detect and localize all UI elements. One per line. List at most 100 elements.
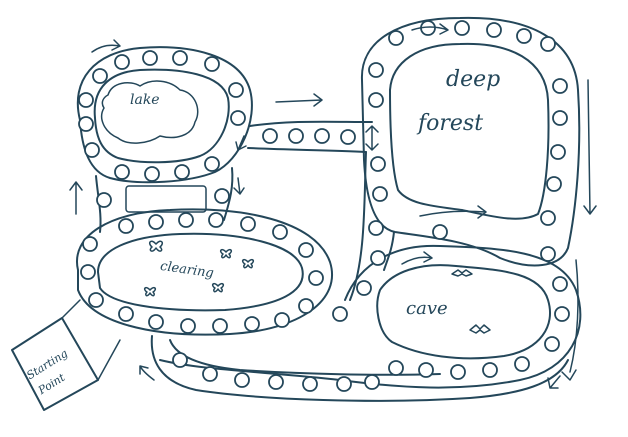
top-bridge-lower (247, 147, 367, 153)
board-space[interactable] (244, 316, 260, 332)
board-space[interactable] (118, 306, 134, 322)
board-space[interactable] (552, 276, 568, 292)
board-space[interactable] (314, 128, 330, 144)
butterfly-icon (149, 240, 163, 252)
board-space[interactable] (172, 50, 188, 66)
board-space[interactable] (546, 176, 562, 192)
board-space[interactable] (540, 36, 556, 52)
board-spaces (78, 20, 570, 392)
board-space[interactable] (388, 30, 404, 46)
board-space[interactable] (298, 298, 314, 314)
board-space[interactable] (544, 336, 560, 352)
board-space[interactable] (172, 352, 188, 368)
board-space[interactable] (240, 216, 256, 232)
board-space[interactable] (96, 192, 112, 208)
board-space[interactable] (268, 374, 284, 390)
board-space[interactable] (208, 212, 224, 228)
board-space[interactable] (514, 356, 530, 372)
board-space[interactable] (368, 92, 384, 108)
board-space[interactable] (550, 144, 566, 160)
bridge-box (125, 185, 207, 213)
board-space[interactable] (540, 210, 556, 226)
board-space[interactable] (178, 212, 194, 228)
board-space[interactable] (368, 62, 384, 78)
deep-label: deep (446, 67, 500, 92)
board-space[interactable] (486, 22, 502, 38)
board-space[interactable] (418, 362, 434, 378)
board-space[interactable] (78, 116, 94, 132)
forest-loop-inner (389, 42, 550, 220)
board-space[interactable] (554, 306, 570, 322)
butterfly-icon (241, 258, 255, 269)
board-space[interactable] (450, 364, 466, 380)
direction-arrow-icon (69, 181, 83, 215)
bat-icon (451, 269, 473, 277)
clearing-label: clearing (159, 259, 215, 281)
board-space[interactable] (364, 374, 380, 390)
board-space[interactable] (368, 220, 384, 236)
board-space[interactable] (234, 372, 250, 388)
board-space[interactable] (114, 54, 130, 70)
middle-connector-right (383, 231, 395, 271)
board-space[interactable] (454, 20, 470, 36)
middle-connector-left (349, 151, 367, 301)
board-space[interactable] (78, 92, 94, 108)
board-space[interactable] (288, 128, 304, 144)
board-space[interactable] (298, 242, 314, 258)
board-space[interactable] (372, 186, 388, 202)
forest-label: forest (416, 111, 483, 136)
direction-arrow-icon (365, 125, 379, 151)
board-space[interactable] (540, 246, 556, 262)
board-space[interactable] (552, 78, 568, 94)
board-space[interactable] (214, 188, 230, 204)
board-space[interactable] (202, 366, 218, 382)
board-space[interactable] (204, 156, 220, 172)
board-space[interactable] (212, 318, 228, 334)
board-space[interactable] (370, 156, 386, 172)
board-space[interactable] (272, 224, 288, 240)
board-space[interactable] (388, 360, 404, 376)
board-space[interactable] (118, 218, 134, 234)
board-space[interactable] (148, 314, 164, 330)
bat-icon (469, 324, 491, 334)
board-space[interactable] (148, 214, 164, 230)
board-space[interactable] (92, 68, 108, 84)
board-space[interactable] (174, 164, 190, 180)
board-space[interactable] (262, 128, 278, 144)
board-space[interactable] (228, 82, 244, 98)
board-space[interactable] (516, 28, 532, 44)
bottom-track-outer (150, 335, 569, 402)
board-space[interactable] (144, 166, 160, 182)
clearing-loop-inner (97, 232, 304, 312)
board-space[interactable] (432, 224, 448, 240)
clearing-loop-outer (75, 208, 333, 336)
board-space[interactable] (356, 280, 372, 296)
board-space[interactable] (142, 50, 158, 66)
board-space[interactable] (82, 236, 98, 252)
direction-arrow-icon (235, 135, 247, 151)
board-space[interactable] (88, 292, 104, 308)
board-space[interactable] (180, 318, 196, 334)
direction-arrow-icon (233, 177, 245, 195)
board-space[interactable] (332, 306, 348, 322)
direction-arrow-icon (419, 205, 487, 219)
board-space[interactable] (308, 270, 324, 286)
board-space[interactable] (482, 362, 498, 378)
board-space[interactable] (114, 164, 130, 180)
board-space[interactable] (274, 312, 290, 328)
board-space[interactable] (80, 264, 96, 280)
board-space[interactable] (230, 110, 246, 126)
board-space[interactable] (204, 56, 220, 72)
board-space[interactable] (370, 250, 386, 266)
board-space[interactable] (84, 142, 100, 158)
board-space[interactable] (552, 110, 568, 126)
clearing-butterflies (143, 240, 255, 297)
board-space[interactable] (340, 129, 356, 145)
board-space[interactable] (336, 376, 352, 392)
direction-arrow-icon (547, 375, 561, 389)
lake-region (100, 80, 199, 144)
butterfly-icon (211, 282, 225, 293)
board-space[interactable] (302, 376, 318, 392)
butterfly-icon (143, 286, 157, 297)
